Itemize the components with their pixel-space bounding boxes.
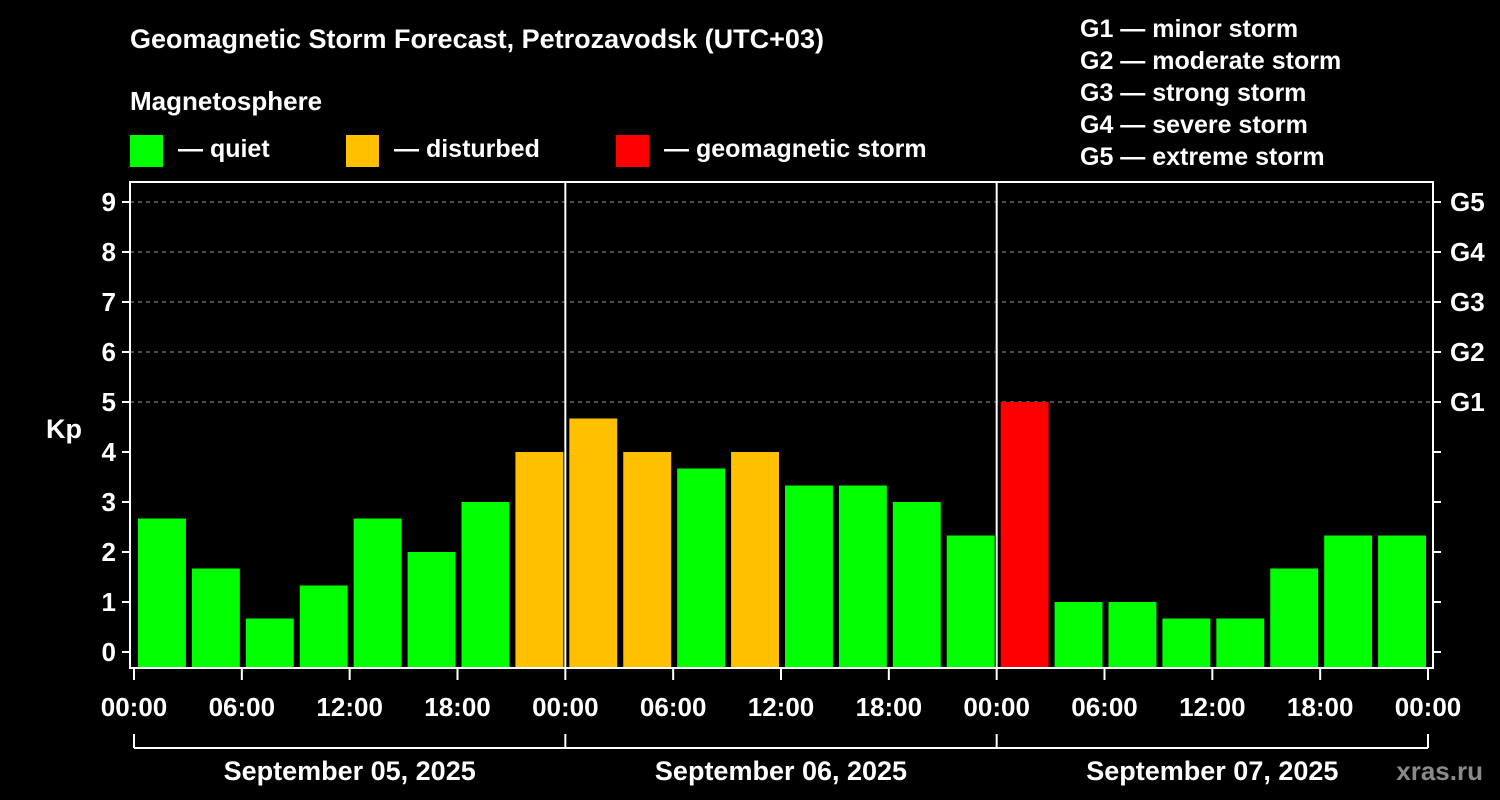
kp-bar — [1162, 618, 1211, 668]
x-tick-label: 18:00 — [424, 692, 491, 722]
storm-scale-item: G3 — strong storm — [1080, 79, 1306, 107]
y-tick-label: 3 — [102, 487, 116, 517]
x-tick-label: 12:00 — [1179, 692, 1246, 722]
x-tick-label: 06:00 — [640, 692, 707, 722]
x-tick-label: 06:00 — [1071, 692, 1138, 722]
kp-bar — [623, 452, 672, 668]
kp-bar — [138, 518, 186, 668]
kp-bar — [1054, 602, 1103, 668]
date-label: September 06, 2025 — [655, 756, 907, 786]
kp-bar — [353, 518, 402, 668]
x-tick-label: 00:00 — [532, 692, 599, 722]
kp-bar — [515, 452, 564, 668]
y-axis-label: Kp — [46, 414, 82, 444]
storm-scale-legend: G1 — minor storm G2 — moderate storm G3 — … — [1080, 15, 1341, 171]
x-tick-label: 06:00 — [209, 692, 276, 722]
storm-level-label: G3 — [1450, 287, 1485, 317]
storm-scale-item: G1 — minor storm — [1080, 15, 1298, 43]
y-tick-label: 2 — [102, 537, 116, 567]
chart-title: Geomagnetic Storm Forecast, Petrozavodsk… — [130, 24, 824, 54]
legend-label-quiet: — quiet — [178, 135, 270, 163]
kp-bar — [299, 585, 348, 668]
kp-bar — [407, 552, 456, 668]
x-tick-label: 12:00 — [316, 692, 383, 722]
legend-label-storm: — geomagnetic storm — [664, 135, 927, 163]
date-label: September 05, 2025 — [224, 756, 476, 786]
y-tick-label: 6 — [102, 337, 116, 367]
kp-bar — [245, 618, 294, 668]
kp-bar — [785, 485, 833, 668]
y-tick-label: 8 — [102, 237, 116, 267]
grid — [130, 201, 1433, 403]
x-tick-label: 00:00 — [101, 692, 168, 722]
kp-bar — [1270, 568, 1319, 668]
storm-level-label: G2 — [1450, 337, 1485, 367]
legend-swatch-quiet — [130, 135, 163, 167]
y-tick-label: 9 — [102, 187, 116, 217]
legend-swatch-disturbed — [346, 135, 379, 167]
y-tick-label: 4 — [102, 437, 117, 467]
bars — [138, 402, 1426, 668]
kp-bar — [1000, 402, 1049, 668]
storm-level-label: G4 — [1450, 237, 1485, 267]
kp-bar — [1216, 618, 1265, 668]
x-tick-label: 00:00 — [963, 692, 1030, 722]
storm-level-label: G1 — [1450, 387, 1485, 417]
watermark: xras.ru — [1396, 756, 1483, 786]
kp-bar — [1378, 535, 1426, 668]
y-tick-label: 0 — [102, 637, 116, 667]
kp-bar — [569, 418, 618, 668]
x-tick-label: 18:00 — [856, 692, 923, 722]
kp-bar — [838, 485, 887, 668]
kp-bar — [191, 568, 240, 668]
kp-bar — [731, 452, 779, 668]
kp-bar — [461, 502, 510, 668]
storm-scale-item: G4 — severe storm — [1080, 111, 1308, 139]
y-tick-label: 5 — [102, 387, 116, 417]
kp-bar — [677, 468, 726, 668]
legend-label-disturbed: — disturbed — [394, 135, 540, 163]
y-tick-label: 1 — [102, 587, 116, 617]
storm-scale-item: G2 — moderate storm — [1080, 47, 1341, 75]
kp-bar — [1324, 535, 1373, 668]
axes: 0 1 2 3 4 5 6 7 8 9 G1 G2 G3 G4 G5 00:00 06:00 12:00 18:00… — [101, 182, 1485, 786]
kp-bar — [892, 502, 941, 668]
x-tick-label: 12:00 — [748, 692, 815, 722]
date-label: September 07, 2025 — [1086, 756, 1338, 786]
kp-bar — [1108, 602, 1157, 668]
legend-swatch-storm — [616, 135, 649, 167]
y-tick-label: 7 — [102, 287, 116, 317]
kp-bar — [946, 535, 995, 668]
storm-level-label: G5 — [1450, 187, 1485, 217]
legend-heading: Magnetosphere — [130, 86, 322, 116]
x-tick-label: 00:00 — [1395, 692, 1462, 722]
legend: — quiet — disturbed — geomagnetic storm — [130, 135, 927, 167]
storm-scale-item: G5 — extreme storm — [1080, 143, 1325, 171]
x-tick-label: 18:00 — [1287, 692, 1354, 722]
